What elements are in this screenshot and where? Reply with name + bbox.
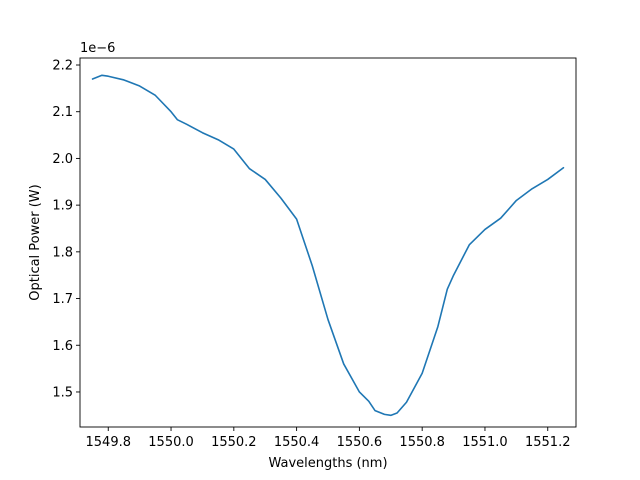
x-tick-label: 1551.0 — [462, 435, 508, 450]
y-tick-label: 2.1 — [52, 105, 73, 120]
y-tick-label: 2.2 — [52, 59, 73, 74]
plot-frame — [79, 57, 577, 428]
x-tick-label: 1550.2 — [211, 435, 257, 450]
x-tick-label: 1551.2 — [525, 435, 571, 450]
x-axis-ticks: 1549.8 1550.0 1550.2 1550.4 1550.6 1550.8 1551… — [86, 427, 571, 450]
y-tick-label: 2.0 — [52, 152, 73, 167]
x-tick-label: 1549.8 — [86, 435, 132, 450]
x-tick-label: 1550.0 — [148, 435, 194, 450]
y-tick-label: 1.6 — [52, 339, 73, 354]
series-line — [91, 74, 565, 417]
y-tick-label: 1.7 — [52, 292, 73, 307]
y-axis-ticks: 1.5 1.6 1.7 1.8 1.9 2.0 2.1 2.2 — [52, 59, 80, 400]
y-axis-offset-text: 1e−6 — [80, 41, 115, 56]
y-tick-label: 1.9 — [52, 199, 73, 214]
y-tick-label: 1.5 — [52, 385, 73, 400]
x-tick-label: 1550.6 — [337, 435, 383, 450]
y-axis-label: Optical Power (W) — [28, 184, 43, 301]
x-tick-label: 1550.8 — [399, 435, 445, 450]
plot-background — [80, 58, 576, 427]
y-tick-label: 1.8 — [52, 245, 73, 260]
x-axis-label: Wavelengths (nm) — [268, 456, 387, 471]
x-tick-label: 1550.4 — [274, 435, 320, 450]
